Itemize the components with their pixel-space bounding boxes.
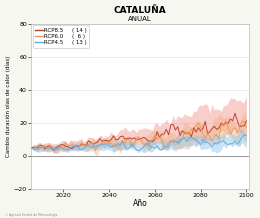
Text: ANUAL: ANUAL <box>128 16 152 22</box>
Y-axis label: Cambio duración olas de calor (días): Cambio duración olas de calor (días) <box>5 55 11 157</box>
Title: CATALUÑA: CATALUÑA <box>114 5 166 15</box>
Legend: RCP8.5     ( 14 ), RCP6.0     (  6 ), RCP4.5     ( 13 ): RCP8.5 ( 14 ), RCP6.0 ( 6 ), RCP4.5 ( 13… <box>33 25 89 48</box>
Text: © Agencia Estatal de Meteorología: © Agencia Estatal de Meteorología <box>5 213 57 217</box>
X-axis label: Año: Año <box>133 199 147 208</box>
